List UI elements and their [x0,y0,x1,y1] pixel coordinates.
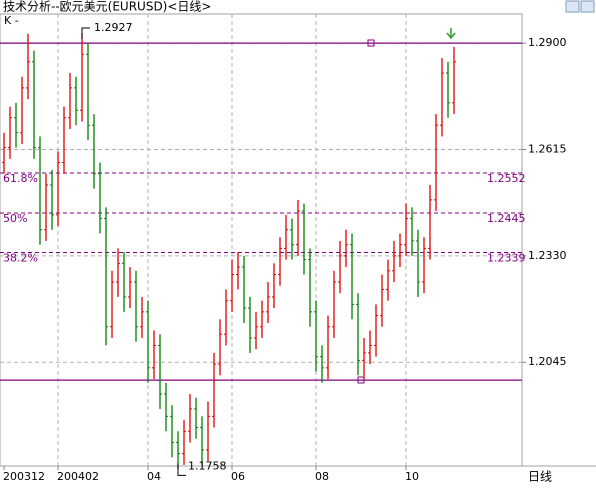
y-tick-label: 1.2045 [528,355,567,368]
y-tick-label: 1.2330 [528,249,567,262]
fib-ratio-label: 61.8% [3,172,38,185]
x-tick-label: 10 [405,470,419,483]
fib-value-label: 1.2339 [487,252,526,265]
fib-value-label: 1.2552 [487,172,526,185]
x-tick-label: 200402 [57,470,99,483]
x-tick-label: 200312 [3,470,45,483]
peak-label: 1.2927 [94,21,133,34]
indicator-label: K - [4,14,19,27]
fib-ratio-label: 50% [3,212,27,225]
period-label: 日线 [528,470,552,484]
y-tick-label: 1.2615 [528,142,567,155]
fib-ratio-label: 38.2% [3,252,38,265]
peak-marker [81,27,90,40]
scroll-right-button[interactable] [580,0,595,13]
y-tick-label: 1.2900 [528,36,567,49]
scroll-left-button[interactable] [565,0,580,13]
x-tick-label: 06 [231,470,245,483]
window-title: 技术分析--欧元美元(EURUSD)<日线> [3,0,211,14]
fib-value-label: 1.2445 [487,212,526,225]
x-tick-label: 04 [147,470,161,483]
trough-marker [177,463,186,476]
trough-label: 1.1758 [188,459,227,472]
x-tick-label: 08 [315,470,329,483]
arrow-icon [446,28,456,40]
